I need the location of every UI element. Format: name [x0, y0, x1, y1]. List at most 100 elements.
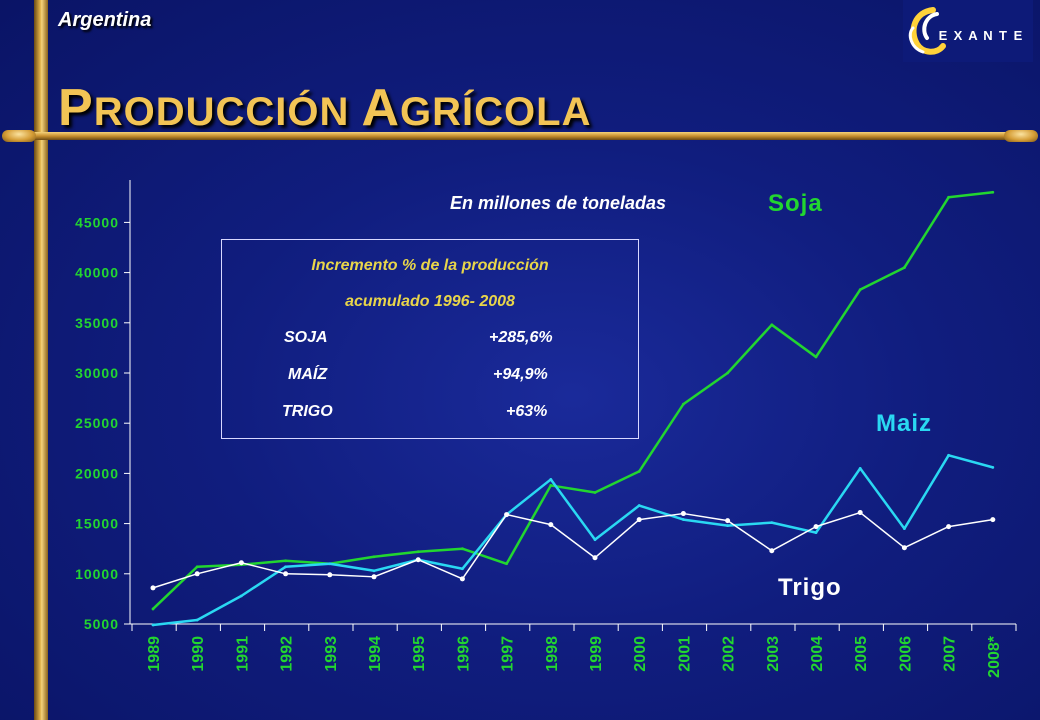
logo-letter: E — [1014, 28, 1023, 43]
x-tick-label: 2007 — [942, 636, 959, 672]
y-tick-label: 5000 — [84, 616, 119, 632]
data-point-trigo — [813, 524, 819, 530]
data-point-soja — [284, 559, 287, 563]
data-point-soja — [416, 550, 420, 554]
chart-series — [150, 190, 996, 627]
x-tick-label: 1992 — [279, 636, 296, 672]
data-point-soja — [461, 547, 464, 551]
x-tick-label: 1996 — [455, 636, 472, 672]
x-tick-label: 2006 — [897, 636, 914, 672]
data-point-trigo — [769, 548, 775, 554]
data-point-trigo — [901, 545, 907, 551]
rod-cap-right — [1004, 130, 1038, 142]
data-point-trigo — [459, 576, 465, 582]
x-tick-label: 2005 — [853, 636, 870, 672]
swirl-logo-icon — [908, 7, 946, 55]
data-point-maiz — [637, 504, 641, 507]
data-point-trigo — [150, 585, 156, 591]
data-point-soja — [947, 195, 950, 199]
data-point-trigo — [327, 572, 333, 578]
data-point-trigo — [238, 560, 244, 566]
logo-letter: A — [968, 28, 978, 43]
y-tick-label: 30000 — [75, 365, 119, 381]
data-point-maiz — [770, 521, 774, 524]
series-line-maiz — [152, 454, 994, 627]
increment-info-box: Incremento % de la producción acumulado … — [221, 239, 639, 439]
logo-letter: X — [954, 28, 963, 43]
data-point-trigo — [946, 524, 952, 530]
data-point-trigo — [636, 517, 642, 523]
data-point-maiz — [947, 453, 950, 457]
data-point-trigo — [548, 522, 554, 528]
data-point-soja — [814, 355, 818, 359]
data-point-maiz — [372, 569, 376, 573]
y-tick-label: 10000 — [75, 566, 119, 582]
data-point-maiz — [195, 618, 199, 622]
data-point-trigo — [592, 555, 598, 561]
x-tick-label: 1997 — [500, 636, 517, 672]
data-point-soja — [726, 371, 729, 375]
x-tick-label: 1989 — [146, 636, 163, 672]
series-label-maiz: Maiz — [876, 410, 933, 437]
data-point-trigo — [680, 511, 686, 517]
x-tick-label: 2003 — [765, 636, 782, 672]
data-point-maiz — [991, 465, 995, 469]
y-tick-label: 35000 — [75, 315, 119, 331]
y-tick-label: 25000 — [75, 415, 119, 431]
country-label: Argentina — [58, 9, 152, 31]
data-point-trigo — [194, 571, 200, 577]
page-title: PRODUCCIÓN AGRÍCOLA — [58, 79, 592, 137]
data-point-maiz — [461, 567, 464, 571]
data-point-maiz — [903, 527, 906, 531]
data-point-soja — [858, 288, 862, 292]
x-tick-label: 1991 — [234, 636, 251, 672]
info-box-title-line1: Incremento % de la producción — [311, 257, 549, 274]
data-point-trigo — [990, 517, 996, 523]
data-point-soja — [372, 555, 376, 559]
data-point-maiz — [151, 623, 155, 627]
data-point-maiz — [328, 562, 332, 566]
rod-cap-left — [2, 130, 36, 142]
data-point-maiz — [858, 466, 862, 470]
x-axis-ticks: 1989 1990 1991 1992 1993 1994 1995 1996 1997 1998… — [131, 624, 1017, 678]
info-row-value-maiz: +94,9% — [493, 366, 548, 383]
data-point-trigo — [504, 512, 510, 518]
info-row-crop-trigo: TRIGO — [282, 403, 333, 420]
series-label-soja: Soja — [768, 190, 823, 217]
logo-letter: E — [939, 28, 948, 43]
x-tick-label: 2004 — [809, 636, 826, 672]
series-label-trigo: Trigo — [778, 574, 842, 601]
data-point-soja — [505, 562, 508, 566]
series-line-soja — [152, 191, 993, 610]
x-tick-label: 1998 — [544, 636, 561, 672]
data-point-soja — [682, 402, 685, 406]
data-point-maiz — [726, 524, 729, 528]
data-point-maiz — [240, 594, 243, 598]
data-point-soja — [770, 323, 774, 327]
x-tick-label: 1994 — [367, 636, 384, 672]
logo-letter: T — [999, 28, 1007, 43]
data-point-maiz — [593, 538, 597, 542]
header-divider-rod — [0, 130, 1040, 142]
data-point-trigo — [857, 510, 863, 516]
y-axis-ticks: 5000 10000 15000 20000 25000 30000 35000 40000 4… — [75, 214, 130, 632]
info-row-crop-soja: SOJA — [284, 329, 328, 346]
data-point-maiz — [284, 565, 287, 569]
y-tick-label: 20000 — [75, 465, 119, 481]
x-tick-label: 1999 — [588, 636, 605, 672]
series-line-trigo — [152, 511, 993, 589]
chart-subtitle: En millones de toneladas — [450, 193, 667, 213]
data-point-soja — [637, 469, 641, 473]
data-point-soja — [903, 266, 906, 269]
data-point-maiz — [549, 478, 553, 481]
data-point-soja — [195, 565, 199, 569]
y-tick-label: 15000 — [75, 516, 119, 532]
y-tick-label: 40000 — [75, 265, 119, 281]
x-tick-label: 1993 — [323, 636, 340, 672]
data-point-maiz — [682, 518, 685, 521]
y-tick-label: 45000 — [75, 214, 119, 230]
data-point-soja — [549, 484, 553, 487]
chart-axes — [129, 180, 1016, 625]
x-tick-label: 2001 — [676, 636, 693, 672]
